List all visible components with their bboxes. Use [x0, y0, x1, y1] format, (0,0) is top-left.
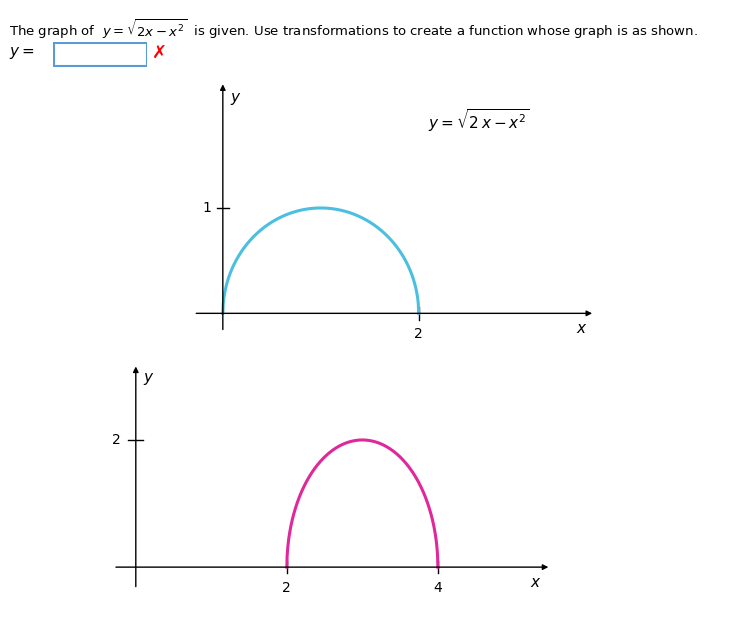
Text: 2: 2	[112, 433, 120, 447]
Text: x: x	[531, 576, 539, 591]
Text: The graph of  $y = \sqrt{2x - x^2}$  is given. Use transformations to create a f: The graph of $y = \sqrt{2x - x^2}$ is gi…	[9, 18, 699, 41]
Text: y: y	[231, 90, 239, 105]
Text: ✗: ✗	[152, 45, 167, 62]
Text: y: y	[143, 370, 153, 385]
Text: 2: 2	[415, 327, 423, 341]
Text: $y = \sqrt{2\,x - x^2}$: $y = \sqrt{2\,x - x^2}$	[429, 107, 530, 134]
FancyBboxPatch shape	[53, 43, 147, 66]
Text: 4: 4	[434, 581, 442, 595]
Text: x: x	[576, 321, 585, 335]
Text: $y =$: $y =$	[9, 45, 35, 61]
Text: 2: 2	[283, 581, 291, 595]
Text: 1: 1	[202, 201, 211, 215]
